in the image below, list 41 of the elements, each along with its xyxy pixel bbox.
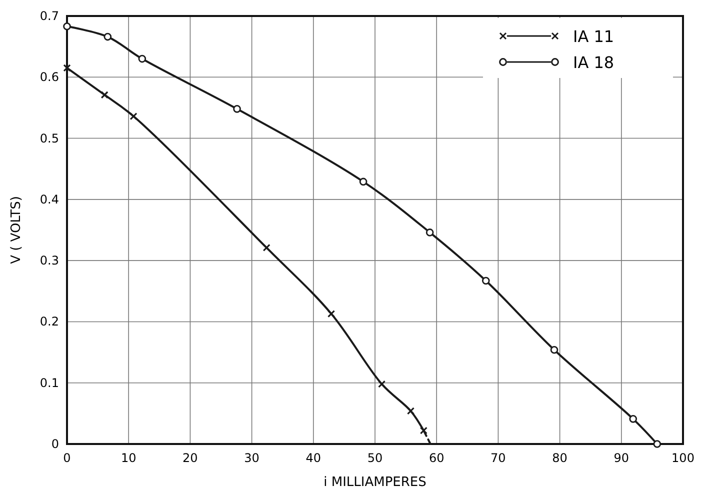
x-tick-label: 100 <box>672 451 694 465</box>
point <box>100 91 108 99</box>
point <box>63 64 71 72</box>
point <box>426 228 434 236</box>
y-tick-label: 0.6 <box>40 70 59 84</box>
y-tick-label: 0.2 <box>40 314 59 329</box>
point <box>482 276 490 285</box>
point <box>653 440 662 448</box>
legend-label: IA 11 <box>573 27 614 46</box>
point <box>104 32 112 41</box>
y-tick-label: 0.7 <box>40 9 59 23</box>
x-tick-label: 30 <box>244 451 260 465</box>
y-tick-label: 0.3 <box>40 254 59 268</box>
point <box>420 426 428 434</box>
point <box>63 22 71 30</box>
x-tick-label: 70 <box>490 451 506 465</box>
y-tick-label: 0.4 <box>40 192 59 206</box>
x-axis-title: i MILLIAMPERES <box>324 475 426 490</box>
point <box>550 346 558 354</box>
legend-label: IA 18 <box>573 53 614 72</box>
y-tick-label: 0.5 <box>40 131 59 146</box>
x-tick-label: 80 <box>552 451 568 465</box>
x-tick-label: 50 <box>367 451 383 465</box>
point <box>138 54 146 63</box>
x-tick-label: 10 <box>120 451 136 465</box>
x-tick-label: 60 <box>428 451 444 465</box>
point <box>359 178 368 186</box>
point <box>327 310 336 318</box>
point <box>130 112 138 120</box>
point <box>406 407 415 415</box>
x-tick-label: 0 <box>63 451 71 465</box>
y-tick-label: 0 <box>51 437 59 451</box>
y-axis-title: V ( VOLTS) <box>9 196 24 264</box>
point <box>378 380 386 388</box>
x-tick-label: 40 <box>306 451 322 465</box>
point <box>233 105 241 113</box>
y-tick-label: 0.1 <box>40 376 59 390</box>
point <box>629 415 638 423</box>
point <box>262 244 270 252</box>
x-tick-label: 20 <box>182 451 198 465</box>
x-tick-label: 90 <box>614 451 630 465</box>
